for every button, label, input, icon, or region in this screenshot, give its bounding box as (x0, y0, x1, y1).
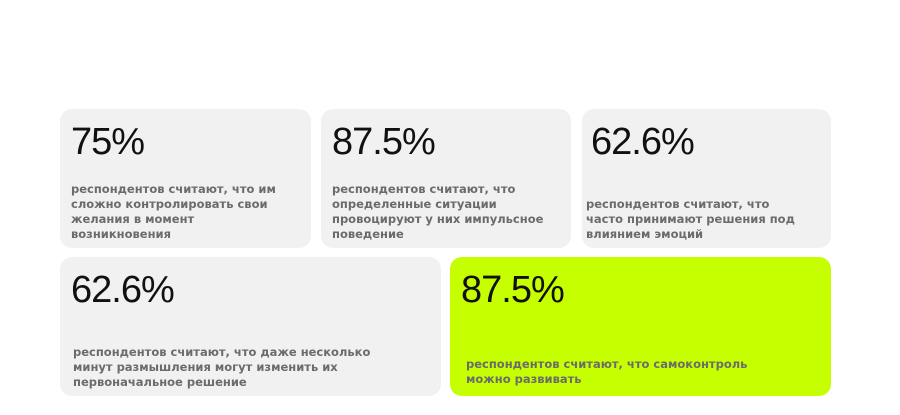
stat-description: респондентов считают, что часто принимаю… (586, 197, 795, 241)
stat-value: 62.6% (71, 269, 175, 311)
stat-card: 75% респондентов считают, что им сложно … (60, 109, 311, 248)
stat-value: 62.6% (591, 121, 695, 163)
stat-card: 62.6% респондентов считают, что даже нес… (60, 257, 441, 396)
stat-description: респондентов считают, что даже несколько… (73, 345, 371, 389)
stat-description: респондентов считают, что самоконтроль м… (466, 357, 748, 386)
stat-card: 62.6% респондентов считают, что часто пр… (582, 109, 831, 248)
stat-description: респондентов считают, что определенные с… (332, 182, 544, 241)
stat-value: 87.5% (332, 121, 436, 163)
stat-card: 87.5% респондентов считают, что определе… (321, 109, 571, 248)
stat-card: 87.5% респондентов считают, что самоконт… (450, 257, 831, 396)
stat-value: 87.5% (461, 269, 565, 311)
stat-value: 75% (71, 121, 145, 163)
stat-description: респондентов считают, что им сложно конт… (71, 182, 276, 241)
